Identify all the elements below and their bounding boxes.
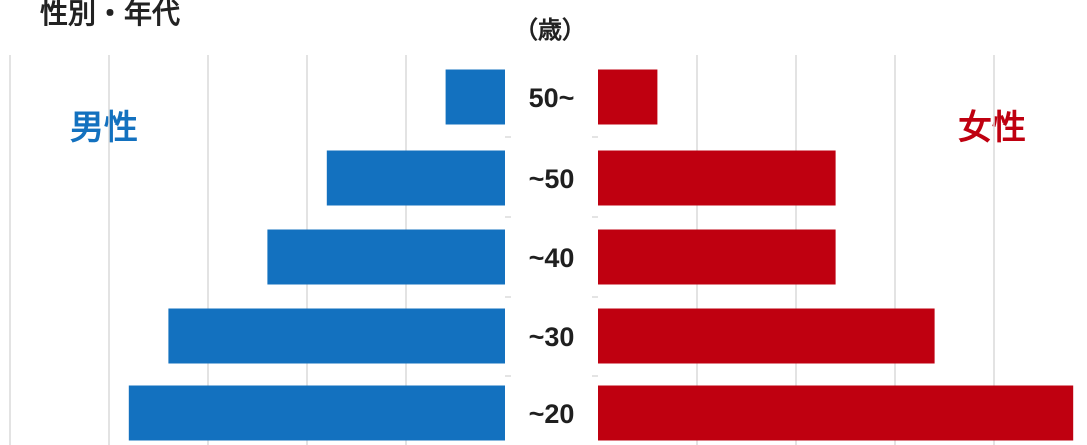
female-bars bbox=[598, 69, 1074, 441]
age-unit-label: （歳） bbox=[514, 17, 586, 44]
female-bar bbox=[598, 385, 1074, 441]
male-bars bbox=[128, 69, 506, 441]
age-category-label: 50~ bbox=[529, 83, 575, 113]
female-bar bbox=[598, 229, 836, 285]
legend-male-label: 男性 bbox=[70, 109, 138, 147]
female-bar bbox=[598, 150, 836, 206]
male-bar bbox=[128, 385, 506, 441]
age-category-label: ~20 bbox=[529, 399, 575, 429]
female-bar bbox=[598, 69, 658, 125]
age-category-label: ~50 bbox=[529, 164, 575, 194]
male-bar bbox=[326, 150, 505, 206]
age-category-label: ~40 bbox=[529, 243, 575, 273]
age-category-label: ~30 bbox=[529, 322, 575, 352]
male-bar bbox=[445, 69, 505, 125]
age-labels: 50~ ~50 ~40 ~30 ~20 bbox=[529, 83, 575, 429]
chart-title: 性別・年代 bbox=[40, 0, 181, 29]
male-bar bbox=[267, 229, 505, 285]
female-bar bbox=[598, 308, 935, 364]
legend-female-label: 女性 bbox=[958, 109, 1026, 147]
male-bar bbox=[168, 308, 505, 364]
